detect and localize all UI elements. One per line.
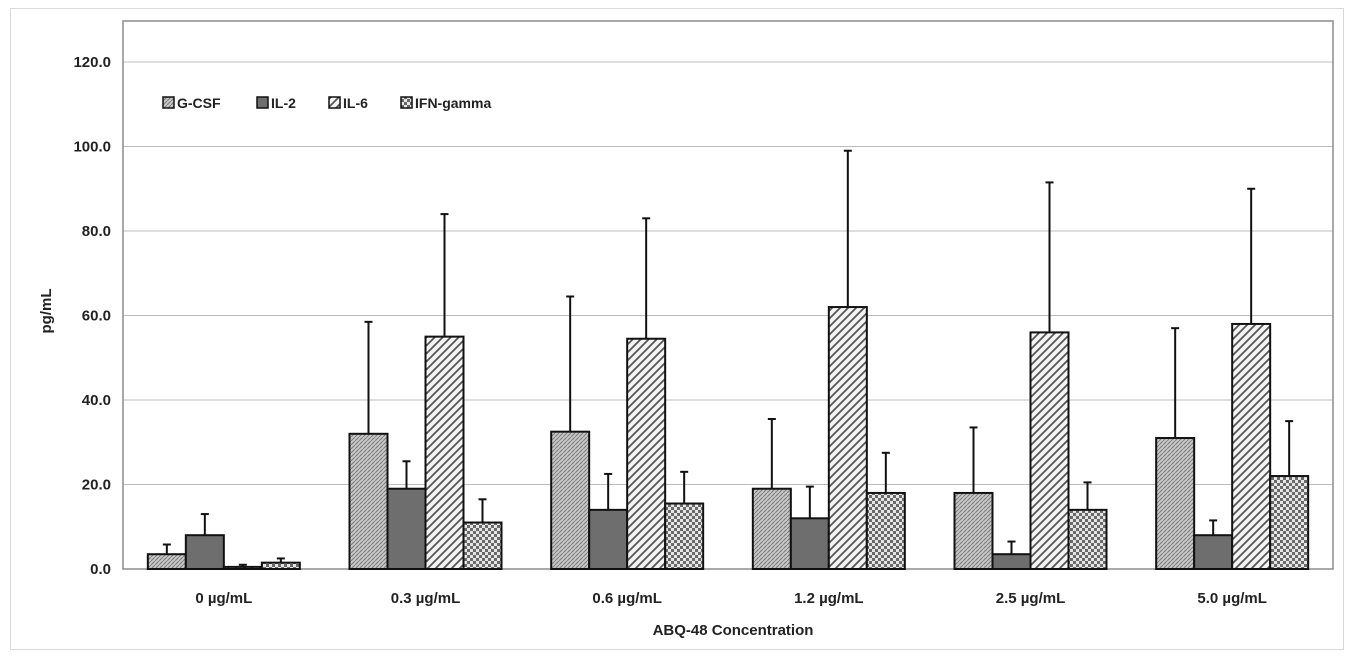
chart-frame: 0.0 20.0 40.0 60.0 80.0 100.0 120.0 0 µg/mL 0.3… <box>10 8 1344 650</box>
legend-label: G-CSF <box>177 95 221 111</box>
bar-il-2 <box>991 553 1032 571</box>
legend-swatch-il-6 <box>328 96 341 109</box>
legend-label: IL-6 <box>343 95 368 111</box>
plot-area-border <box>122 20 1334 570</box>
x-category-label: 1.2 µg/mL <box>794 590 864 607</box>
x-category-label: 0.6 µg/mL <box>592 590 662 607</box>
bar-g-csf <box>1155 437 1196 570</box>
y-tick-label: 120.0 <box>73 54 111 71</box>
bar-ifn-gamma <box>260 561 301 570</box>
y-tick-label: 20.0 <box>82 477 111 494</box>
bar-g-csf <box>550 430 591 570</box>
bar-il-2 <box>1193 534 1234 571</box>
legend-swatch-il-2 <box>256 96 269 109</box>
y-tick-label: 100.0 <box>73 139 111 156</box>
x-axis-title: ABQ-48 Concentration <box>653 622 814 639</box>
bar-il-2 <box>588 508 629 571</box>
y-tick-label: 40.0 <box>82 392 111 409</box>
x-category-label: 0.3 µg/mL <box>391 590 461 607</box>
bar-ifn-gamma <box>664 502 705 571</box>
legend-swatch-g-csf <box>162 96 175 109</box>
x-category-label: 5.0 µg/mL <box>1197 590 1267 607</box>
y-tick-label: 80.0 <box>82 223 111 240</box>
y-axis-title: pg/mL <box>38 289 55 334</box>
bar-il-6 <box>1231 322 1272 571</box>
y-tick-label: 60.0 <box>82 308 111 325</box>
bar-ifn-gamma <box>462 521 503 571</box>
legend-swatch-ifn-gamma <box>400 96 413 109</box>
legend-label: IL-2 <box>271 95 296 111</box>
bar-il-6 <box>626 337 667 570</box>
bar-il-6 <box>827 306 868 570</box>
bar-ifn-gamma <box>1269 475 1310 570</box>
bar-il-2 <box>386 487 427 571</box>
bar-ifn-gamma <box>1067 508 1108 571</box>
bar-g-csf <box>348 432 389 570</box>
y-tick-label: 0.0 <box>90 561 111 578</box>
bar-g-csf <box>146 553 187 571</box>
bar-il-6 <box>424 335 465 570</box>
bar-g-csf <box>751 487 792 571</box>
legend-label: IFN-gamma <box>415 95 491 111</box>
bar-il-2 <box>789 517 830 570</box>
bar-ifn-gamma <box>865 491 906 571</box>
bar-g-csf <box>953 491 994 571</box>
x-category-label: 2.5 µg/mL <box>996 590 1066 607</box>
x-category-label: 0 µg/mL <box>195 590 252 607</box>
cytokine-bar-chart: 0.0 20.0 40.0 60.0 80.0 100.0 120.0 0 µg/mL 0.3… <box>38 20 1334 639</box>
bar-il-2 <box>184 534 225 571</box>
bar-il-6 <box>222 565 263 571</box>
bar-il-6 <box>1029 331 1070 570</box>
